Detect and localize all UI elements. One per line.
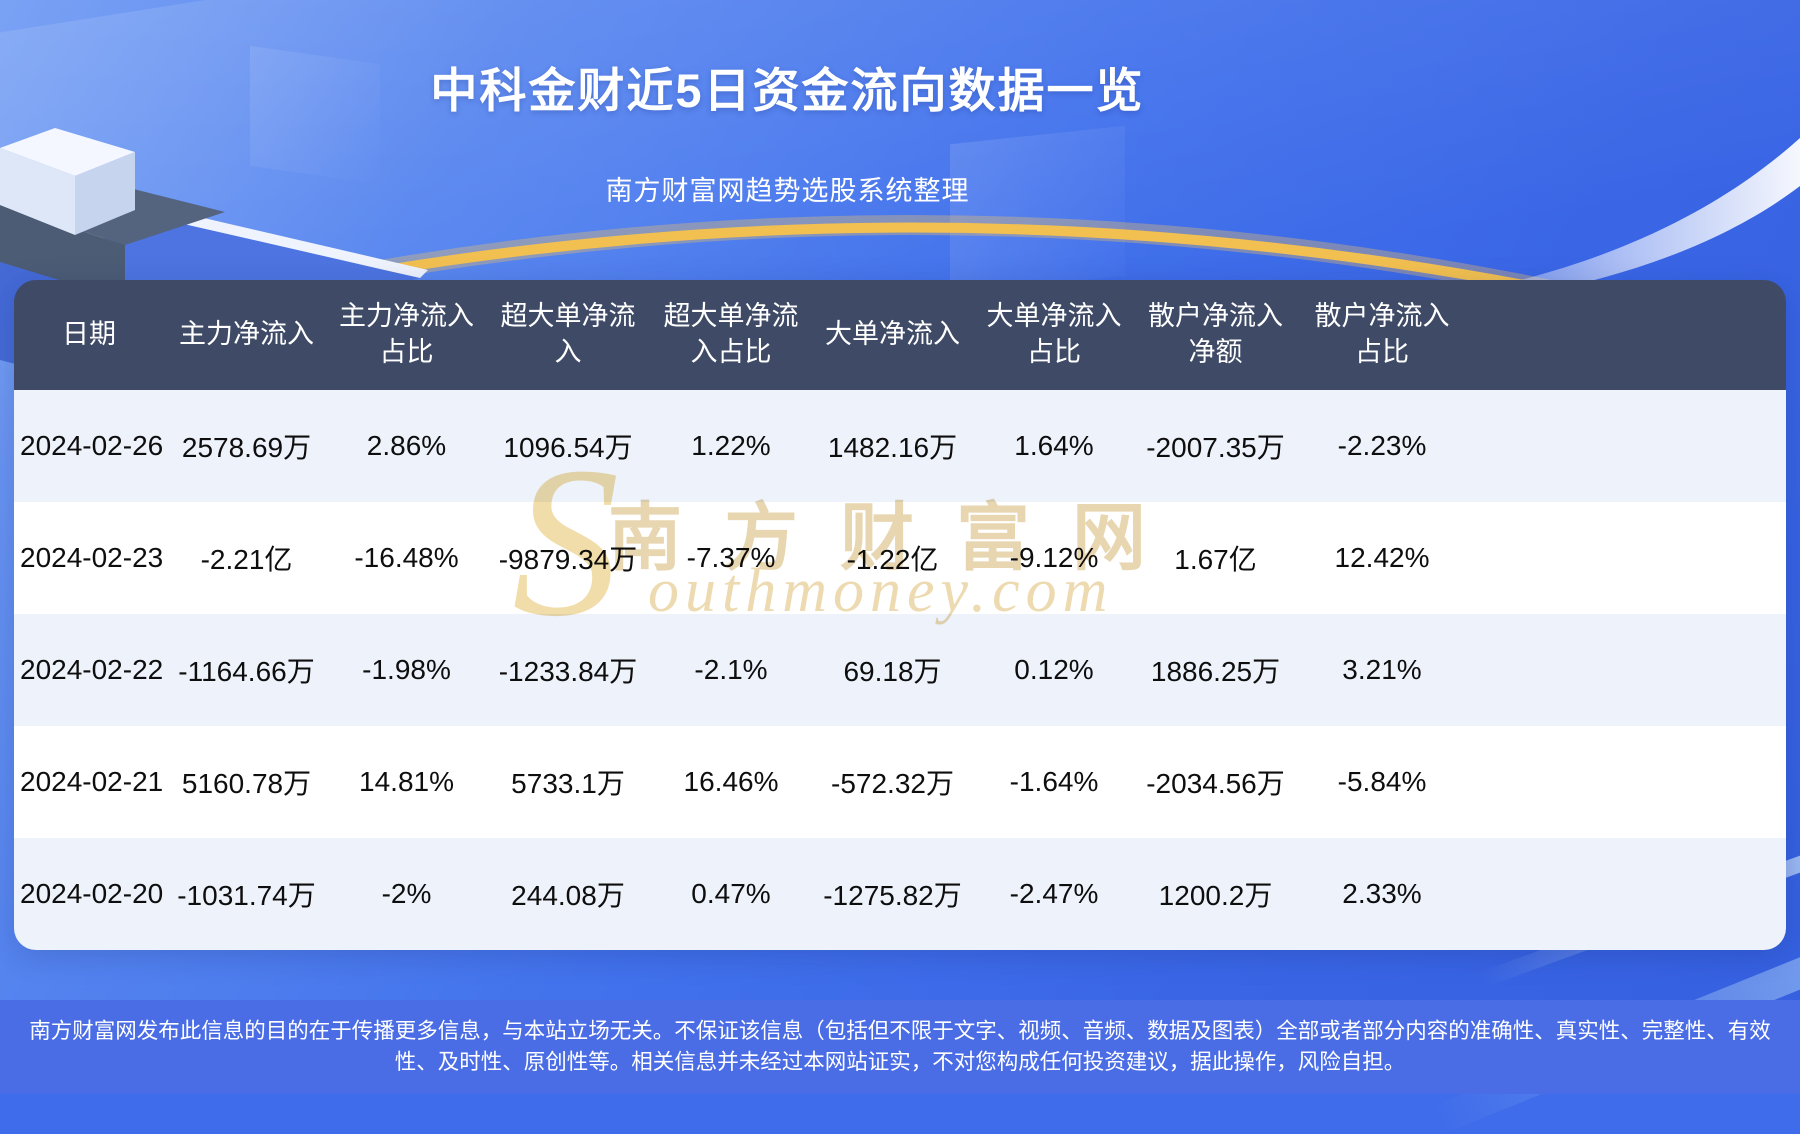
spacer-cell <box>1466 726 1786 838</box>
value-cell: 0.12% <box>975 614 1133 726</box>
date-cell: 2024-02-26 <box>14 390 164 502</box>
value-cell: 1.22% <box>652 390 810 502</box>
value-cell: 14.81% <box>329 726 484 838</box>
col-header-6: 大单净流入占比 <box>975 280 1133 390</box>
page-subtitle: 南方财富网趋势选股系统整理 <box>605 176 970 206</box>
table-row: 2024-02-26 2578.69万 2.86% 1096.54万 1.22% 1482… <box>14 390 1786 502</box>
value-cell: 0.47% <box>652 838 810 950</box>
value-cell: 1200.2万 <box>1133 838 1298 950</box>
value-cell: 2.86% <box>329 390 484 502</box>
col-header-8: 散户净流入占比 <box>1298 280 1466 390</box>
value-cell: -572.32万 <box>810 726 975 838</box>
col-header-spacer <box>1466 280 1786 390</box>
table-body: 2024-02-26 2578.69万 2.86% 1096.54万 1.22% 1482… <box>14 390 1786 950</box>
table-header: 日期 主力净流入 主力净流入占比 超大单净流入 超大单净流入占比 大单净流入 大单净流入占比… <box>14 280 1786 390</box>
value-cell: 1886.25万 <box>1133 614 1298 726</box>
value-cell: -1233.84万 <box>484 614 652 726</box>
value-cell: 69.18万 <box>810 614 975 726</box>
value-cell: 2.33% <box>1298 838 1466 950</box>
col-header-3: 超大单净流入 <box>484 280 652 390</box>
col-header-4: 超大单净流入占比 <box>652 280 810 390</box>
table-row: 2024-02-23 -2.21亿 -16.48% -9879.34万 -7.37% -1… <box>14 502 1786 614</box>
date-cell: 2024-02-20 <box>14 838 164 950</box>
date-cell: 2024-02-23 <box>14 502 164 614</box>
table-row: 2024-02-21 5160.78万 14.81% 5733.1万 16.46% -57… <box>14 726 1786 838</box>
page-title: 中科金财近5日资金流向数据一览 <box>430 64 1145 117</box>
disclaimer-text: 南方财富网发布此信息的目的在于传播更多信息，与本站立场无关。不保证该信息（包括但… <box>29 1019 1771 1074</box>
value-cell: -2034.56万 <box>1133 726 1298 838</box>
value-cell: -2.21亿 <box>164 502 329 614</box>
value-cell: 1.64% <box>975 390 1133 502</box>
value-cell: -2% <box>329 838 484 950</box>
value-cell: -2007.35万 <box>1133 390 1298 502</box>
value-cell: 12.42% <box>1298 502 1466 614</box>
value-cell: -9.12% <box>975 502 1133 614</box>
value-cell: -5.84% <box>1298 726 1466 838</box>
spacer-cell <box>1466 838 1786 950</box>
value-cell: -1031.74万 <box>164 838 329 950</box>
fund-flow-table-container: 日期 主力净流入 主力净流入占比 超大单净流入 超大单净流入占比 大单净流入 大单净流入占比… <box>14 280 1786 950</box>
spacer-cell <box>1466 390 1786 502</box>
footer: 南方财富网发布此信息的目的在于传播更多信息，与本站立场无关。不保证该信息（包括但… <box>0 1000 1800 1094</box>
col-header-0: 日期 <box>14 280 164 390</box>
value-cell: -1275.82万 <box>810 838 975 950</box>
date-cell: 2024-02-22 <box>14 614 164 726</box>
date-cell: 2024-02-21 <box>14 726 164 838</box>
table-header-row: 日期 主力净流入 主力净流入占比 超大单净流入 超大单净流入占比 大单净流入 大单净流入占比… <box>14 280 1786 390</box>
value-cell: 3.21% <box>1298 614 1466 726</box>
value-cell: 1.67亿 <box>1133 502 1298 614</box>
spacer-cell <box>1466 502 1786 614</box>
value-cell: -2.1% <box>652 614 810 726</box>
value-cell: -2.47% <box>975 838 1133 950</box>
value-cell: -9879.34万 <box>484 502 652 614</box>
col-header-5: 大单净流入 <box>810 280 975 390</box>
col-header-1: 主力净流入 <box>164 280 329 390</box>
value-cell: -1.98% <box>329 614 484 726</box>
value-cell: 1096.54万 <box>484 390 652 502</box>
table-row: 2024-02-22 -1164.66万 -1.98% -1233.84万 -2.1% 6… <box>14 614 1786 726</box>
value-cell: -16.48% <box>329 502 484 614</box>
value-cell: -1.22亿 <box>810 502 975 614</box>
table-row: 2024-02-20 -1031.74万 -2% 244.08万 0.47% -1275.… <box>14 838 1786 950</box>
value-cell: 244.08万 <box>484 838 652 950</box>
value-cell: -2.23% <box>1298 390 1466 502</box>
spacer-cell <box>1466 614 1786 726</box>
fund-flow-table: 日期 主力净流入 主力净流入占比 超大单净流入 超大单净流入占比 大单净流入 大单净流入占比… <box>14 280 1786 950</box>
value-cell: 2578.69万 <box>164 390 329 502</box>
value-cell: 16.46% <box>652 726 810 838</box>
col-header-7: 散户净流入净额 <box>1133 280 1298 390</box>
value-cell: 5160.78万 <box>164 726 329 838</box>
hero: 中科金财近5日资金流向数据一览 南方财富网趋势选股系统整理 <box>0 0 1575 208</box>
value-cell: -7.37% <box>652 502 810 614</box>
value-cell: 1482.16万 <box>810 390 975 502</box>
col-header-2: 主力净流入占比 <box>329 280 484 390</box>
value-cell: 5733.1万 <box>484 726 652 838</box>
value-cell: -1164.66万 <box>164 614 329 726</box>
value-cell: -1.64% <box>975 726 1133 838</box>
